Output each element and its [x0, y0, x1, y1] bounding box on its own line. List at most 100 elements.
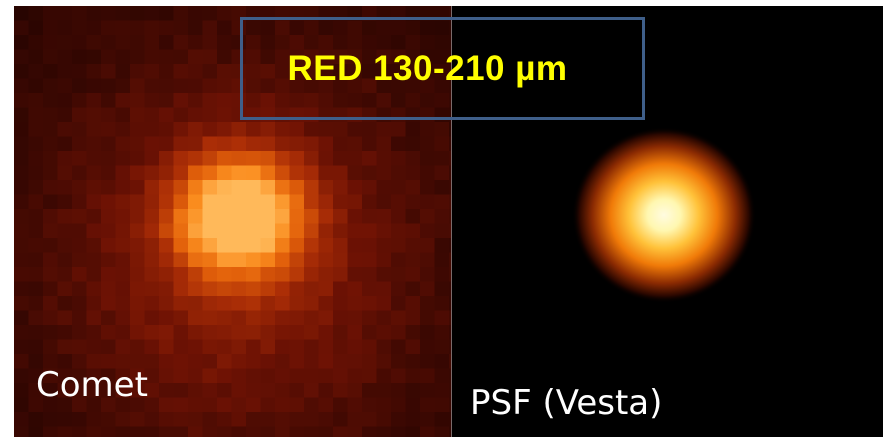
comet-pixel [188, 296, 204, 312]
comet-pixel [28, 20, 44, 36]
comet-pixel [173, 64, 189, 80]
comet-pixel [217, 49, 233, 65]
comet-pixel [28, 426, 44, 437]
comet-pixel [347, 49, 363, 65]
comet-pixel [449, 78, 451, 94]
comet-pixel [217, 325, 233, 341]
comet-pixel [101, 238, 117, 254]
comet-pixel [14, 107, 30, 123]
comet-pixel [449, 412, 451, 428]
comet-pixel [231, 397, 247, 413]
comet-pixel [318, 267, 334, 283]
comet-pixel [304, 180, 320, 196]
comet-pixel [391, 368, 407, 384]
comet-pixel [405, 93, 421, 109]
comet-pixel [289, 209, 305, 225]
comet-pixel [318, 122, 334, 138]
comet-pixel [144, 238, 160, 254]
comet-pixel [173, 383, 189, 399]
comet-pixel [115, 354, 131, 370]
comet-pixel [86, 78, 102, 94]
comet-pixel [72, 310, 88, 326]
comet-pixel [318, 412, 334, 428]
comet-pixel [101, 412, 117, 428]
comet-pixel [420, 296, 436, 312]
comet-pixel [101, 397, 117, 413]
comet-pixel [188, 107, 204, 123]
comet-pixel [144, 136, 160, 152]
comet-pixel [275, 93, 291, 109]
comet-pixel [347, 397, 363, 413]
comet-pixel [144, 151, 160, 167]
comet-pixel [420, 20, 436, 36]
comet-pixel [391, 325, 407, 341]
comet-pixel [304, 397, 320, 413]
comet-pixel [43, 354, 59, 370]
comet-pixel [86, 383, 102, 399]
comet-pixel [188, 397, 204, 413]
comet-pixel [217, 223, 233, 239]
comet-pixel [420, 426, 436, 437]
comet-pixel [115, 194, 131, 210]
comet-pixel [333, 49, 349, 65]
comet-pixel [434, 267, 450, 283]
comet-pixel [115, 426, 131, 437]
comet-pixel [434, 368, 450, 384]
comet-pixel [202, 296, 218, 312]
comet-pixel [101, 281, 117, 297]
comet-pixel [57, 383, 73, 399]
comet-pixel [289, 412, 305, 428]
comet-pixel [173, 35, 189, 51]
comet-pixel [318, 35, 334, 51]
comet-pixel [43, 252, 59, 268]
comet-pixel [260, 252, 276, 268]
comet-pixel [28, 122, 44, 138]
comet-pixel [289, 136, 305, 152]
comet-pixel [391, 252, 407, 268]
comet-pixel [434, 122, 450, 138]
comet-pixel [173, 194, 189, 210]
comet-pixel [14, 412, 30, 428]
comet-pixel [86, 20, 102, 36]
comet-pixel [449, 238, 451, 254]
comet-pixel [159, 194, 175, 210]
comet-pixel [362, 325, 378, 341]
comet-pixel [72, 136, 88, 152]
comet-pixel [405, 194, 421, 210]
comet-pixel [101, 368, 117, 384]
comet-pixel [420, 252, 436, 268]
comet-pixel [275, 296, 291, 312]
comet-pixel [246, 35, 262, 51]
comet-pixel [434, 64, 450, 80]
comet-pixel [391, 20, 407, 36]
comet-pixel [101, 209, 117, 225]
comet-pixel [159, 136, 175, 152]
comet-pixel [304, 194, 320, 210]
comet-pixel [86, 180, 102, 196]
comet-pixel [347, 339, 363, 355]
comet-pixel [405, 368, 421, 384]
comet-pixel [347, 412, 363, 428]
panel-divider [451, 6, 452, 437]
comet-pixel [144, 49, 160, 65]
comet-pixel [275, 49, 291, 65]
comet-pixel [159, 325, 175, 341]
comet-pixel [159, 368, 175, 384]
comet-pixel [318, 93, 334, 109]
comet-pixel [449, 383, 451, 399]
comet-pixel [304, 35, 320, 51]
comet-pixel [159, 223, 175, 239]
comet-pixel [420, 354, 436, 370]
comet-pixel [43, 151, 59, 167]
comet-pixel [347, 354, 363, 370]
comet-pixel [376, 310, 392, 326]
comet-pixel [304, 151, 320, 167]
comet-pixel [275, 238, 291, 254]
comet-pixel [405, 281, 421, 297]
comet-pixel [449, 151, 451, 167]
comet-pixel [57, 267, 73, 283]
comet-pixel [318, 209, 334, 225]
comet-pixel [318, 165, 334, 181]
comet-pixel [405, 397, 421, 413]
comet-pixel [202, 339, 218, 355]
